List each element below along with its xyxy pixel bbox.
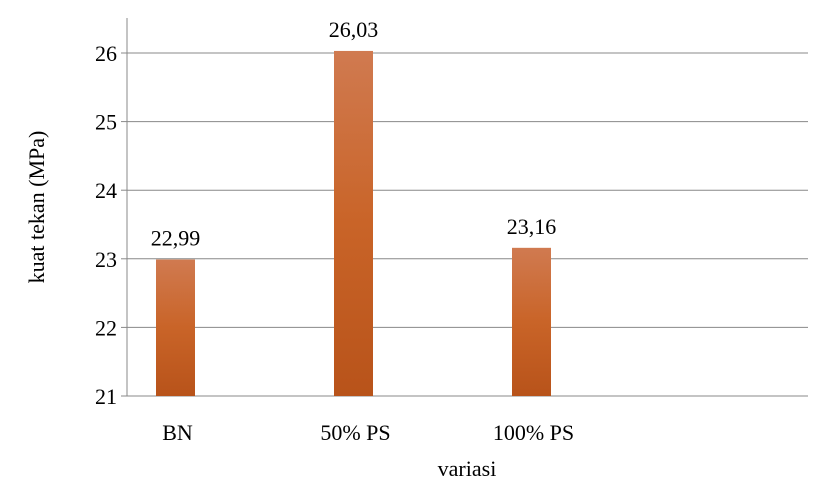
- data-label: 26,03: [329, 17, 379, 42]
- x-tick-label: 100% PS: [493, 420, 574, 445]
- bar: [156, 259, 195, 396]
- y-tick-label: 21: [95, 384, 117, 409]
- x-tick-label: BN: [162, 420, 193, 445]
- x-tick-label: 50% PS: [320, 420, 390, 445]
- y-tick-label: 24: [95, 178, 117, 203]
- data-label: 22,99: [151, 225, 201, 250]
- y-tick-label: 25: [95, 110, 117, 135]
- y-tick-label: 22: [95, 315, 117, 340]
- axes: [121, 18, 808, 397]
- grid-lines: [127, 52, 808, 328]
- x-axis-title: variasi: [438, 456, 497, 481]
- bar: [334, 50, 373, 396]
- y-tick-label: 26: [95, 41, 117, 66]
- bar: [512, 247, 551, 396]
- y-axis-title: kuat tekan (MPa): [24, 131, 49, 284]
- bars: [156, 50, 551, 396]
- y-tick-label: 23: [95, 247, 117, 272]
- labels: 21 22 23 24 25 26 22,99 BN 26,03 50% PS 23,16 100% …: [95, 17, 574, 445]
- data-label: 23,16: [507, 214, 557, 239]
